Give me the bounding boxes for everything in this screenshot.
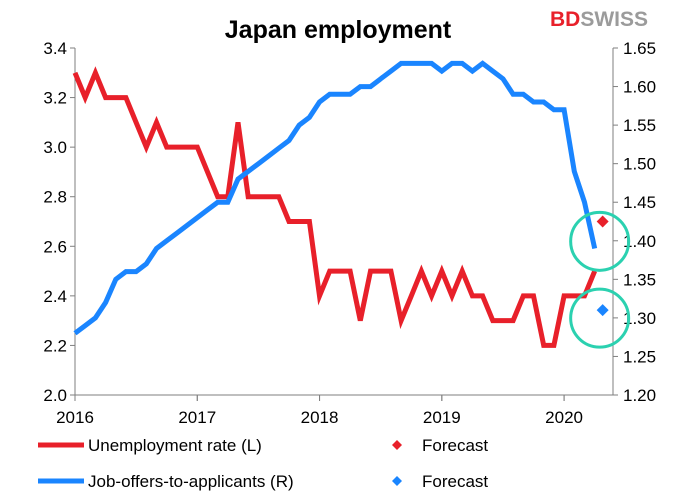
plot-axes: 2.0 2.2 2.4 2.6 2.8 3.0 3.2 3.4 1.20 1.25 1.30 1.35… (43, 39, 656, 427)
left-tick-label: 2.6 (43, 237, 67, 256)
left-tick-label: 2.4 (43, 287, 67, 306)
highlight-circle (569, 287, 631, 349)
x-tick-label: 2020 (545, 408, 583, 427)
right-tick-label: 1.60 (623, 78, 656, 97)
left-tick-label: 2.8 (43, 188, 67, 207)
job-offers-line (73, 60, 598, 336)
right-tick-label: 1.50 (623, 155, 656, 174)
left-tick-label: 2.2 (43, 336, 67, 355)
legend-label: Unemployment rate (L) (88, 436, 262, 455)
legend-diamond-swatch (392, 440, 402, 450)
series-layer (72, 60, 598, 348)
left-tick-label: 3.0 (43, 138, 67, 157)
x-tick-label: 2019 (423, 408, 461, 427)
legend-label: Forecast (422, 436, 488, 455)
unemployment-forecast-marker (596, 215, 609, 228)
legend-label: Job-offers-to-applicants (R) (88, 472, 294, 491)
logo-swiss-text: SWISS (580, 8, 648, 31)
job-offers-forecast-marker (596, 304, 609, 317)
legend-diamond-swatch (392, 476, 402, 486)
right-tick-label: 1.65 (623, 39, 656, 58)
right-tick-label: 1.30 (623, 309, 656, 328)
left-tick-label: 2.0 (43, 386, 67, 405)
x-tick-label: 2018 (301, 408, 339, 427)
right-tick-label: 1.45 (623, 193, 656, 212)
left-tick-label: 3.4 (43, 39, 67, 58)
highlight-circles (569, 210, 631, 349)
right-tick-label: 1.20 (623, 386, 656, 405)
chart-title: Japan employment (225, 16, 452, 44)
left-tick-label: 3.2 (43, 89, 67, 108)
right-tick-label: 1.55 (623, 116, 656, 135)
unemployment-rate-line (72, 66, 598, 348)
highlight-circle (569, 210, 631, 272)
right-tick-label: 1.40 (623, 232, 656, 251)
legend-label: Forecast (422, 472, 488, 491)
legend: Unemployment rate (L) Forecast Job-offers-… (38, 436, 488, 491)
bdswiss-logo: BDSWISS (550, 8, 648, 31)
logo-bd-text: BD (550, 8, 580, 31)
svg-text:BDSWISS: BDSWISS (550, 8, 648, 31)
forecast-markers (596, 215, 609, 317)
right-tick-label: 1.25 (623, 347, 656, 366)
x-tick-label: 2016 (56, 408, 94, 427)
x-tick-label: 2017 (178, 408, 216, 427)
right-tick-label: 1.35 (623, 270, 656, 289)
